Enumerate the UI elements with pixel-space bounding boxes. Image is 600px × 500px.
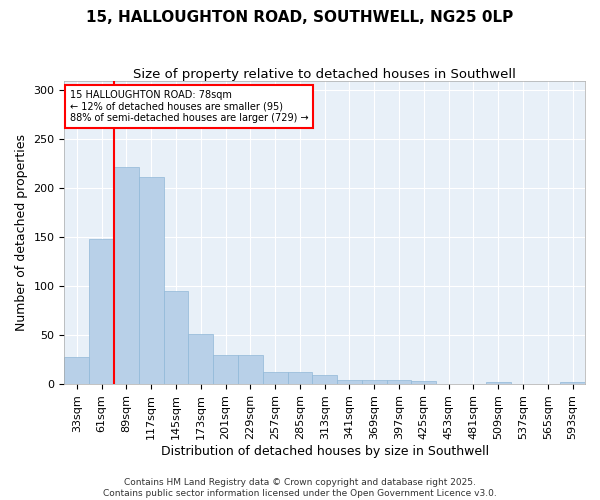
Bar: [64, 356, 89, 384]
Bar: [238, 354, 263, 384]
Text: 15, HALLOUGHTON ROAD, SOUTHWELL, NG25 0LP: 15, HALLOUGHTON ROAD, SOUTHWELL, NG25 0L…: [86, 10, 514, 25]
Bar: [263, 372, 287, 384]
Bar: [337, 380, 362, 384]
Bar: [313, 376, 337, 384]
Text: Contains HM Land Registry data © Crown copyright and database right 2025.
Contai: Contains HM Land Registry data © Crown c…: [103, 478, 497, 498]
Bar: [386, 380, 412, 384]
Bar: [213, 354, 238, 384]
Bar: [89, 239, 114, 384]
Bar: [287, 372, 313, 384]
Bar: [139, 178, 164, 384]
Bar: [412, 381, 436, 384]
Bar: [362, 380, 386, 384]
X-axis label: Distribution of detached houses by size in Southwell: Distribution of detached houses by size …: [161, 444, 489, 458]
Bar: [486, 382, 511, 384]
Title: Size of property relative to detached houses in Southwell: Size of property relative to detached ho…: [133, 68, 516, 80]
Bar: [164, 291, 188, 384]
Bar: [188, 334, 213, 384]
Bar: [560, 382, 585, 384]
Text: 15 HALLOUGHTON ROAD: 78sqm
← 12% of detached houses are smaller (95)
88% of semi: 15 HALLOUGHTON ROAD: 78sqm ← 12% of deta…: [70, 90, 308, 123]
Bar: [114, 166, 139, 384]
Y-axis label: Number of detached properties: Number of detached properties: [15, 134, 28, 331]
